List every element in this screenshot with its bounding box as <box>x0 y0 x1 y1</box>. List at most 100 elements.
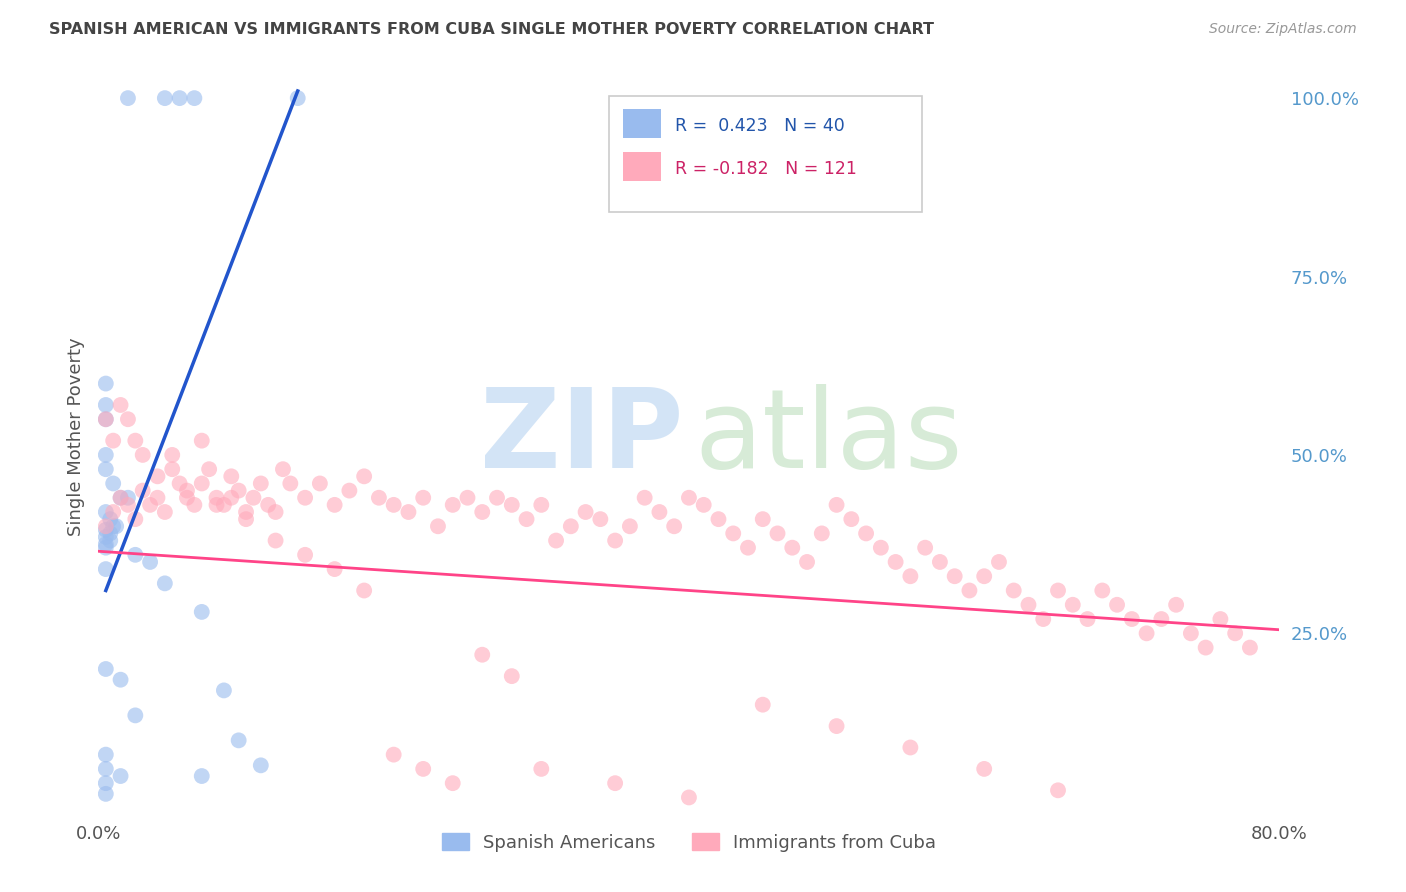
Point <box>205 491 228 505</box>
Point <box>162 448 183 462</box>
Point <box>117 491 139 505</box>
Point <box>501 669 523 683</box>
Point <box>825 719 848 733</box>
Point <box>94 448 117 462</box>
Point <box>132 483 155 498</box>
Point <box>183 91 205 105</box>
Point <box>198 462 221 476</box>
Point <box>110 398 132 412</box>
Point <box>382 498 405 512</box>
Point <box>264 533 287 548</box>
FancyBboxPatch shape <box>609 96 921 212</box>
Point <box>1225 626 1247 640</box>
Point <box>153 91 176 105</box>
Point <box>146 491 169 505</box>
Legend: Spanish Americans, Immigrants from Cuba: Spanish Americans, Immigrants from Cuba <box>434 826 943 859</box>
Point <box>221 491 243 505</box>
Point <box>110 491 132 505</box>
FancyBboxPatch shape <box>623 110 661 138</box>
Point <box>457 491 479 505</box>
Point <box>124 548 146 562</box>
Point <box>94 412 117 426</box>
Point <box>825 498 848 512</box>
Point <box>412 491 434 505</box>
Point <box>94 762 117 776</box>
Point <box>94 462 117 476</box>
Point <box>250 476 273 491</box>
Point <box>1018 598 1040 612</box>
Point <box>1121 612 1143 626</box>
Point <box>648 505 671 519</box>
Point <box>235 512 257 526</box>
Point <box>212 683 235 698</box>
Point <box>546 533 568 548</box>
Point <box>257 498 280 512</box>
Point <box>1091 583 1114 598</box>
Point <box>382 747 405 762</box>
Point <box>737 541 759 555</box>
Point <box>169 91 191 105</box>
Point <box>271 462 294 476</box>
Point <box>664 519 686 533</box>
Point <box>589 512 612 526</box>
Point <box>723 526 745 541</box>
Point <box>1077 612 1099 626</box>
Point <box>560 519 582 533</box>
Point <box>294 548 316 562</box>
Point <box>169 476 191 491</box>
Point <box>693 498 716 512</box>
Point <box>212 498 235 512</box>
Point <box>94 519 117 533</box>
Point <box>228 733 250 747</box>
Y-axis label: Single Mother Poverty: Single Mother Poverty <box>66 338 84 536</box>
Text: ZIP: ZIP <box>479 384 683 491</box>
Point <box>94 537 117 551</box>
Point <box>94 787 117 801</box>
Point <box>323 498 346 512</box>
Point <box>353 583 375 598</box>
Point <box>103 519 125 533</box>
Point <box>105 519 128 533</box>
Point <box>1136 626 1159 640</box>
Point <box>1150 612 1173 626</box>
Point <box>1239 640 1261 655</box>
Text: Source: ZipAtlas.com: Source: ZipAtlas.com <box>1209 22 1357 37</box>
Point <box>988 555 1011 569</box>
Point <box>339 483 361 498</box>
Point <box>929 555 952 569</box>
Point <box>103 434 125 448</box>
Point <box>103 505 125 519</box>
Point <box>235 505 257 519</box>
Point <box>884 555 907 569</box>
Point <box>575 505 598 519</box>
Point <box>280 476 302 491</box>
Point <box>678 491 700 505</box>
Point <box>427 519 450 533</box>
Point <box>471 648 494 662</box>
Point <box>94 541 117 555</box>
Point <box>959 583 981 598</box>
Point <box>900 569 922 583</box>
Text: R = -0.182   N = 121: R = -0.182 N = 121 <box>675 160 856 178</box>
Point <box>353 469 375 483</box>
Point <box>221 469 243 483</box>
Point <box>94 398 117 412</box>
Point <box>183 498 205 512</box>
Point <box>98 526 121 541</box>
Point <box>1209 612 1232 626</box>
Point <box>98 533 121 548</box>
Point <box>1195 640 1218 655</box>
Point <box>605 776 627 790</box>
Point <box>309 476 332 491</box>
Point <box>153 505 176 519</box>
Point <box>943 569 966 583</box>
Point <box>398 505 420 519</box>
Point <box>1046 583 1070 598</box>
Point <box>94 562 117 576</box>
Point <box>900 740 922 755</box>
Point <box>117 498 139 512</box>
Point <box>287 91 309 105</box>
Point <box>796 555 818 569</box>
Point <box>782 541 804 555</box>
Point <box>412 762 434 776</box>
